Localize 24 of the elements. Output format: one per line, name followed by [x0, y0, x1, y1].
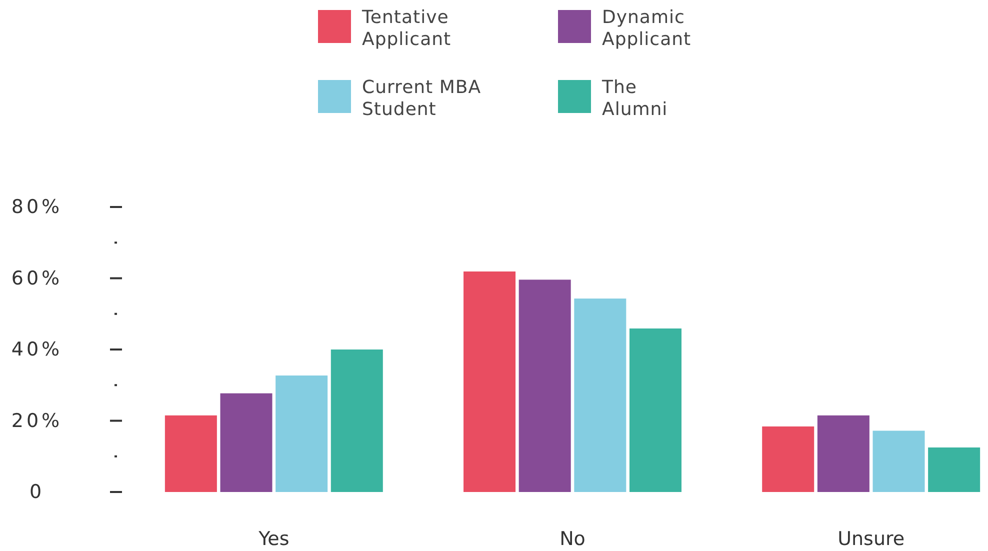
bar: [817, 415, 870, 492]
bar: [164, 415, 217, 492]
legend-label: Current MBA Student: [362, 77, 482, 120]
bar: [464, 271, 516, 492]
y-tick-label: 60%: [11, 267, 63, 290]
bar: [872, 430, 925, 492]
y-tick-label: 0: [29, 481, 45, 503]
y-tick-label: 20%: [11, 410, 63, 432]
legend-label: The Alumni: [601, 77, 668, 120]
bar: [574, 298, 626, 492]
bar: [518, 280, 571, 492]
bar: [276, 376, 328, 492]
bar: [928, 447, 980, 492]
y-tick-label: 40%: [11, 338, 63, 360]
bar: [762, 426, 814, 492]
x-tick-label: Unsure: [838, 528, 905, 550]
legend-label: Dynamic Applicant: [602, 7, 692, 50]
bar: [629, 328, 682, 492]
bar: [220, 393, 272, 492]
legend-label: Tentative Applicant: [361, 7, 452, 50]
x-tick-label: Yes: [258, 528, 290, 550]
y-tick-label: 80%: [11, 196, 63, 218]
x-tick-label: No: [560, 528, 586, 550]
bar: [330, 350, 383, 492]
